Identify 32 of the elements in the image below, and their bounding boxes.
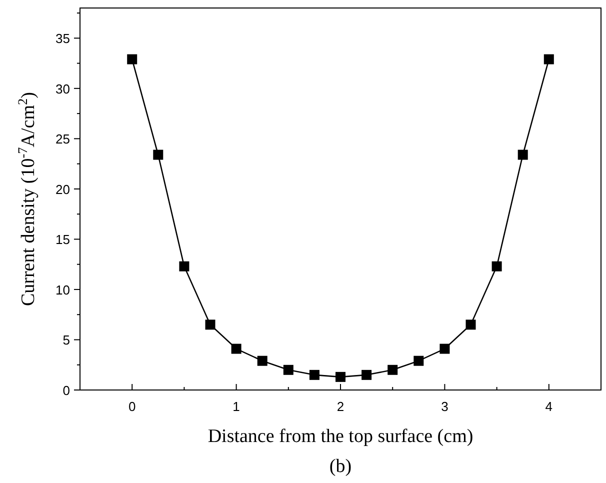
x-tick-label: 4: [545, 399, 553, 414]
point: [518, 150, 528, 160]
y-tick-label: 20: [56, 182, 70, 197]
x-tick-label: 1: [232, 399, 240, 414]
point: [309, 370, 320, 380]
x-axis-title: Distance from the top surface (cm): [208, 426, 474, 447]
x-tick-label: 2: [336, 399, 344, 414]
point: [283, 364, 294, 375]
y-tick-label: 35: [56, 31, 70, 46]
point: [127, 54, 138, 64]
point: [544, 54, 554, 64]
y-tick-label: 0: [62, 383, 70, 398]
point: [179, 261, 190, 272]
point: [205, 320, 216, 330]
point: [388, 364, 398, 375]
x-tick-label: 3: [441, 399, 448, 414]
y-tick-label: 5: [62, 332, 70, 348]
x-tick-label: 0: [128, 399, 136, 414]
y-tick-label: 15: [56, 232, 70, 248]
point: [440, 344, 450, 354]
point: [466, 320, 476, 330]
point: [414, 356, 424, 366]
y-tick-label: 30: [56, 81, 70, 96]
y-tick-label: 25: [56, 132, 70, 147]
y-tick-label: 10: [56, 282, 70, 298]
point: [492, 261, 502, 272]
text: (b): [329, 456, 352, 477]
point: [362, 370, 372, 380]
point: [257, 356, 268, 366]
point: [231, 344, 242, 354]
point: [153, 150, 164, 160]
point: [336, 372, 346, 382]
